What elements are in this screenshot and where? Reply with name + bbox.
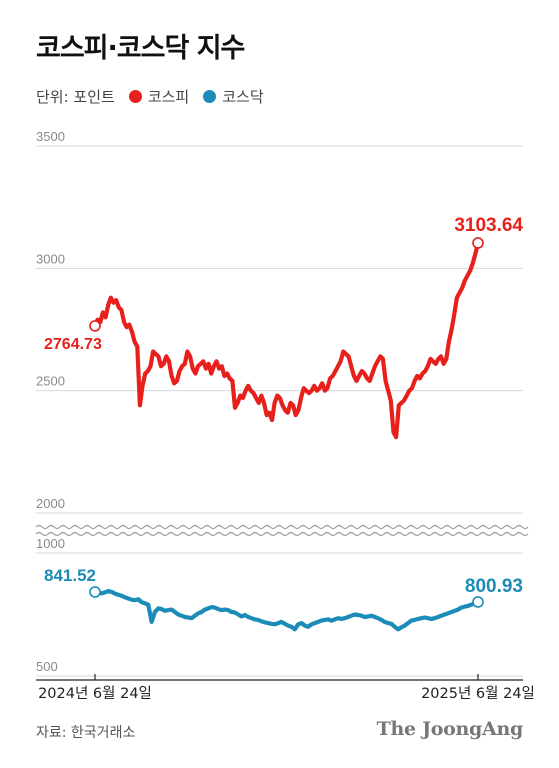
legend-label-kosdaq: 코스닥 (222, 88, 264, 106)
series-line-kospi (92, 240, 481, 440)
unit-label: 단위: 포인트 (36, 88, 115, 106)
brand-logo: The JoongAng (376, 718, 524, 740)
legend: 단위: 포인트 코스피 코스닥 (36, 86, 264, 107)
end-value-label: 800.93 (465, 576, 523, 597)
start-point-marker (89, 320, 101, 332)
y-tick-label: 3500 (36, 129, 65, 144)
y-tick-label: 3000 (36, 251, 65, 266)
legend-label-kospi: 코스피 (147, 88, 190, 106)
y-tick-label: 500 (36, 659, 58, 674)
legend-item-kosdaq: 코스닥 (195, 86, 264, 107)
y-tick-label: 2000 (36, 496, 65, 511)
start-value-label: 841.52 (44, 566, 96, 585)
end-value-label: 3103.64 (454, 215, 523, 236)
source-note: 자료: 한국거래소 (36, 725, 136, 741)
end-point-marker (472, 237, 484, 249)
y-tick-label: 1000 (36, 536, 65, 551)
start-point-marker (89, 586, 101, 598)
legend-item-kospi: 코스피 (121, 86, 189, 107)
y-tick-label: 2500 (36, 374, 65, 389)
start-value-label: 2764.73 (44, 336, 102, 353)
chart-title: 코스피·코스닥 지수 (36, 33, 245, 64)
legend-swatch-kosdaq (203, 90, 217, 103)
end-point-marker (472, 596, 484, 608)
legend-swatch-kospi (128, 90, 142, 103)
series-line-kosdaq (92, 589, 481, 632)
x-tick-label: 2025년 6월 24일 (421, 685, 535, 702)
axis-break-line (35, 524, 529, 530)
x-tick-label: 2024년 6월 24일 (38, 685, 152, 702)
axis-break-line (35, 531, 529, 537)
